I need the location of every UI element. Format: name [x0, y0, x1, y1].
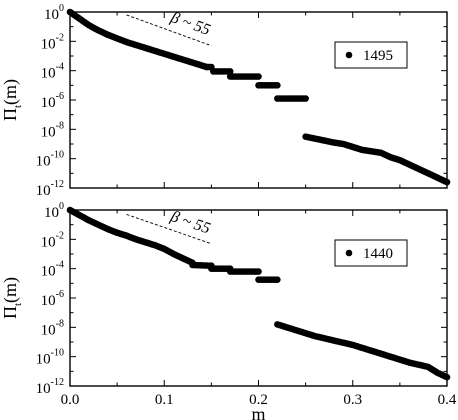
x-tick-label: 0.2 — [249, 392, 268, 408]
x-tick-label: 0.1 — [155, 392, 174, 408]
panel-1: 100 10-2 10-4 10-6 10-8 10-10 10-12 Πt(m) 1495 β … — [0, 3, 451, 199]
y-tick-label: 10-10 — [36, 348, 64, 368]
data-point — [255, 268, 262, 275]
y-tick-label: 100 — [44, 3, 64, 23]
panel-2: 100 10-2 10-4 10-6 10-8 10-10 10-120.0 0.1 0.2 0.… — [0, 201, 457, 420]
y-axis-label: Πt(m) — [0, 79, 24, 121]
data-point — [443, 178, 451, 186]
data-point — [255, 73, 262, 80]
legend-label: 1440 — [363, 246, 393, 262]
y-tick-label: 10-2 — [41, 32, 64, 52]
y-tick-label: 10-6 — [41, 91, 64, 111]
y-tick-label: 10-4 — [41, 260, 64, 280]
data-series — [66, 206, 451, 381]
x-axis-label: m — [251, 404, 265, 420]
y-tick-label: 10-2 — [41, 230, 64, 250]
legend-marker — [345, 249, 353, 257]
data-series — [66, 8, 451, 186]
slope-guide-line — [126, 14, 212, 47]
y-tick-label: 10-4 — [41, 62, 64, 82]
slope-annotation: β ~ 55 — [168, 208, 213, 238]
y-axis-label: Πt(m) — [0, 277, 24, 319]
legend-label: 1495 — [363, 48, 393, 64]
data-point — [226, 68, 234, 75]
x-tick-label: 0.4 — [438, 392, 457, 408]
data-point — [443, 373, 451, 381]
data-point — [274, 82, 281, 89]
y-tick-label: 10-12 — [36, 377, 64, 397]
slope-annotation: β ~ 55 — [168, 9, 213, 39]
x-tick-label: 0.0 — [61, 392, 80, 408]
legend-marker — [345, 51, 353, 59]
y-tick-label: 10-10 — [36, 150, 64, 170]
data-point — [274, 276, 281, 283]
y-tick-label: 10-8 — [41, 120, 64, 140]
y-tick-label: 10-6 — [41, 289, 64, 309]
data-point — [302, 95, 309, 102]
x-tick-label: 0.3 — [343, 392, 362, 408]
y-tick-label: 100 — [44, 201, 64, 221]
y-tick-label: 10-12 — [36, 179, 64, 199]
y-tick-label: 10-8 — [41, 318, 64, 338]
plot-frame — [69, 11, 448, 189]
